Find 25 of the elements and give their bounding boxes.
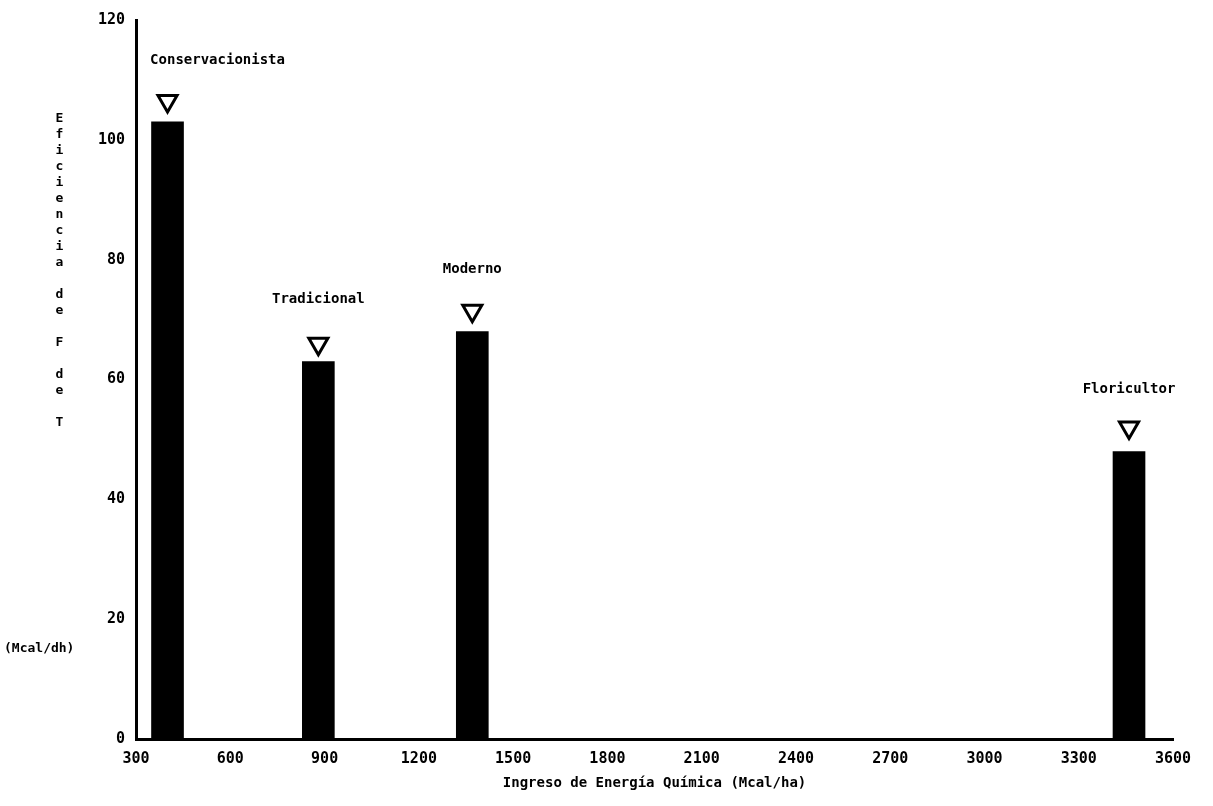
x-tick-label: 3300 <box>1060 749 1097 768</box>
y-tick-label: 100 <box>98 129 126 148</box>
y-tick-label: 80 <box>107 249 126 268</box>
x-tick-label: 1500 <box>495 749 532 768</box>
y-tick-label: 60 <box>107 369 126 388</box>
y-tick-label: 40 <box>107 489 126 508</box>
annotation: Floricultor <box>1082 380 1176 397</box>
x-tick-label: 600 <box>216 749 244 768</box>
annotation: Tradicional <box>271 290 365 307</box>
x-tick-label: 2400 <box>777 749 815 768</box>
x-tick-label: 900 <box>311 749 339 768</box>
text: Eficiencia de F de T (Mcal/dh) <box>4 110 75 655</box>
y-tick-label: 20 <box>107 609 126 628</box>
x-tick-label: 2100 <box>683 749 720 768</box>
y-tick-label: 120 <box>98 9 126 28</box>
x-tick-label: 300 <box>122 749 150 768</box>
annotation: Conservacionista <box>150 50 285 67</box>
x-tick-label: 1200 <box>400 749 437 768</box>
x-axis-title: Ingreso de Energía Química (Mcal/ha) <box>502 774 807 791</box>
x-tick-label: 2700 <box>872 749 909 768</box>
x-tick-label: 3000 <box>966 749 1003 768</box>
x-tick-label: 1800 <box>589 749 626 768</box>
annotation: Moderno <box>442 260 502 277</box>
y-tick-label: 0 <box>116 729 126 748</box>
x-tick-label: 3600 <box>1154 749 1192 768</box>
